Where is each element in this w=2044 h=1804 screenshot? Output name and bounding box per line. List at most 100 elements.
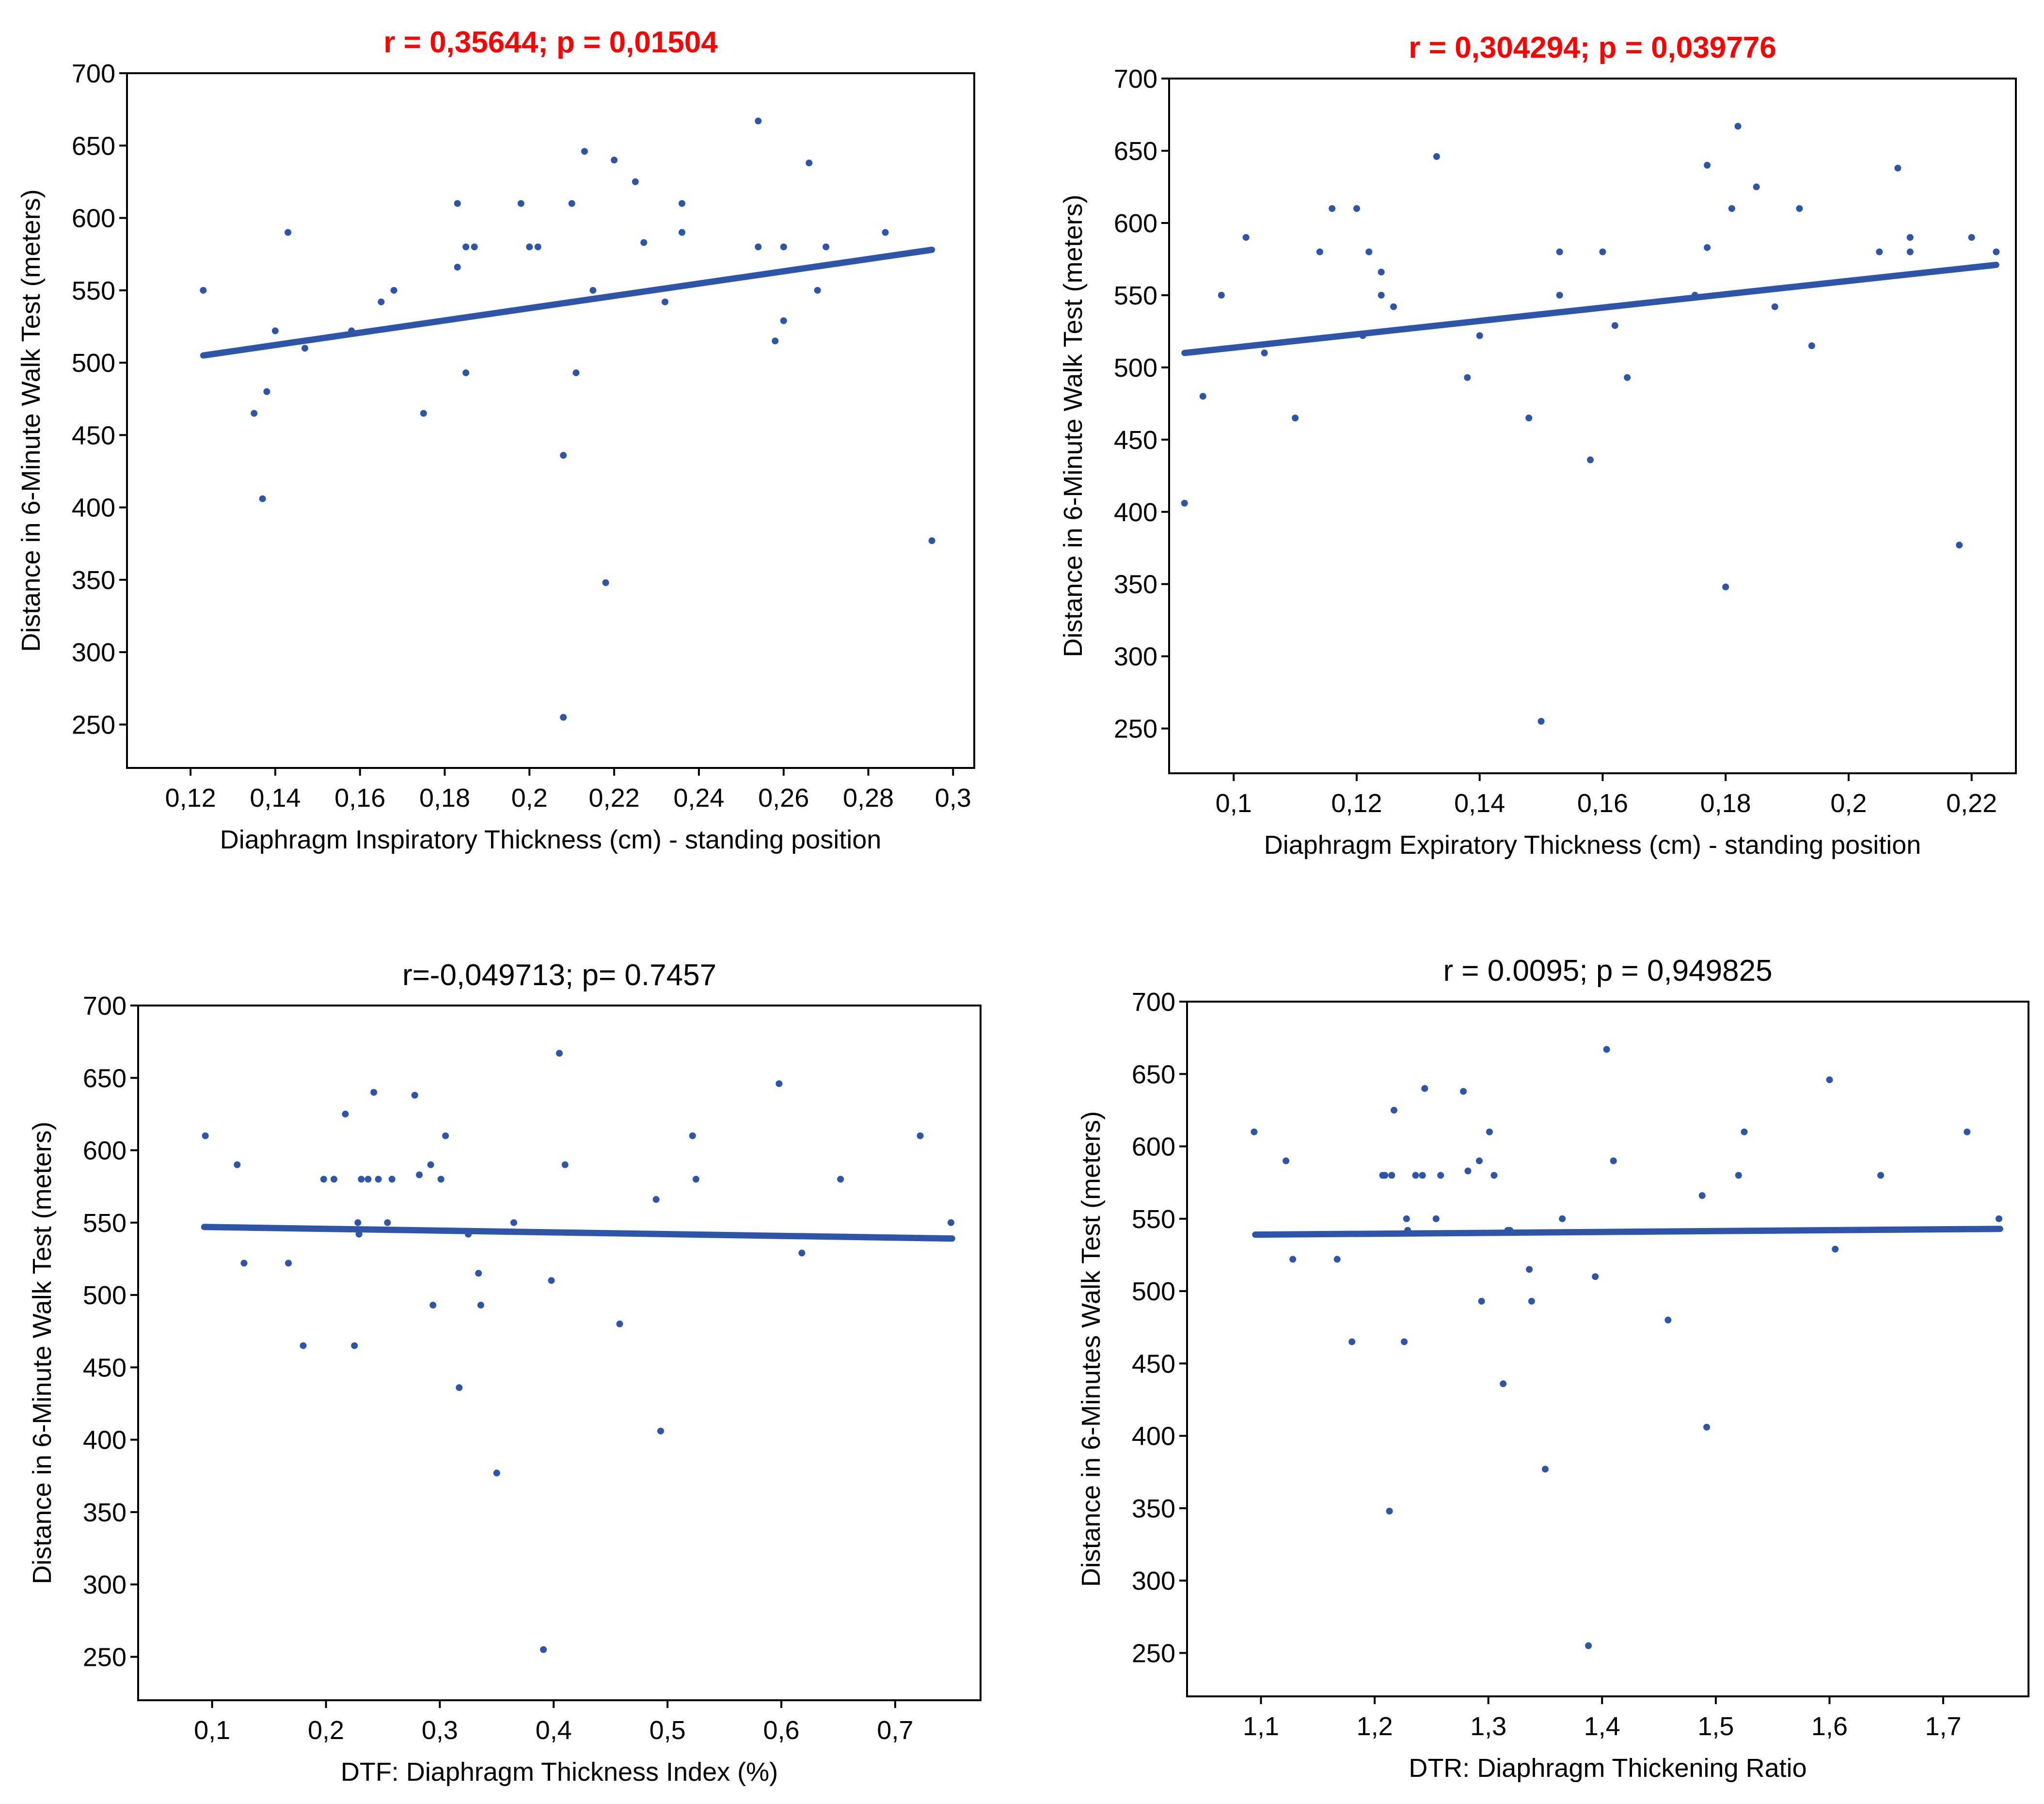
data-point <box>442 1132 449 1139</box>
data-point <box>1261 350 1268 357</box>
x-tick-label: 0,14 <box>1454 789 1505 818</box>
data-point <box>1537 718 1545 725</box>
y-tick-label: 350 <box>72 566 115 595</box>
y-tick-label: 450 <box>1132 1349 1175 1378</box>
data-point <box>1624 374 1631 381</box>
data-point <box>1460 1088 1467 1095</box>
y-axis-label: Distance in 6-Minute Walk Test (meters) <box>16 189 46 652</box>
y-tick-label: 300 <box>1114 642 1157 671</box>
data-point <box>1559 1215 1566 1222</box>
x-tick-label: 1,7 <box>1925 1712 1962 1741</box>
data-point <box>320 1176 327 1183</box>
x-tick-label: 0,18 <box>1700 789 1751 818</box>
data-point <box>200 287 207 294</box>
data-point <box>462 243 470 251</box>
y-tick-label: 600 <box>1114 209 1157 238</box>
data-point <box>1464 1167 1472 1175</box>
y-tick-label: 500 <box>1114 353 1157 383</box>
data-point <box>475 1270 482 1277</box>
data-point <box>1993 248 2000 255</box>
data-point <box>378 298 385 305</box>
data-point <box>1826 1076 1833 1084</box>
x-tick-label: 0,16 <box>334 783 385 813</box>
data-point <box>1419 1172 1426 1179</box>
data-point <box>772 337 779 345</box>
data-point <box>1390 303 1397 310</box>
x-tick-label: 0,22 <box>589 783 640 813</box>
data-point <box>1403 1215 1410 1222</box>
y-tick-label: 450 <box>83 1353 127 1382</box>
x-tick-label: 0,4 <box>536 1716 572 1745</box>
data-point <box>1333 1256 1341 1263</box>
data-point <box>1832 1245 1839 1253</box>
x-tick-label: 0,2 <box>1830 789 1867 818</box>
data-point <box>411 1092 418 1099</box>
data-point <box>454 200 461 207</box>
data-point <box>285 1260 292 1267</box>
data-point <box>1437 1172 1444 1179</box>
data-point <box>1704 244 1711 251</box>
data-point <box>602 579 609 586</box>
x-tick-label: 0,26 <box>758 783 809 813</box>
data-point <box>234 1161 241 1168</box>
data-point <box>420 410 427 417</box>
data-point <box>300 1342 307 1349</box>
data-point <box>755 117 762 125</box>
data-point <box>1478 1297 1485 1305</box>
y-tick-label: 650 <box>83 1064 127 1093</box>
x-tick-label: 0,28 <box>843 783 894 813</box>
data-point <box>1956 542 1963 549</box>
data-point <box>1603 1046 1610 1053</box>
data-point <box>1906 248 1914 255</box>
data-point <box>1486 1128 1493 1135</box>
data-point <box>1329 205 1336 212</box>
data-point <box>510 1219 518 1226</box>
data-point <box>678 200 685 207</box>
x-tick-label: 0,1 <box>1216 789 1252 818</box>
data-point <box>1894 164 1901 172</box>
data-point <box>556 1050 563 1057</box>
y-tick-label: 550 <box>1114 281 1157 310</box>
data-point <box>1353 205 1360 212</box>
data-point <box>755 243 762 251</box>
data-point <box>1316 248 1323 255</box>
data-point <box>354 1219 362 1226</box>
data-point <box>1386 1507 1393 1515</box>
data-point <box>1401 1338 1408 1345</box>
data-point <box>1525 415 1533 422</box>
y-axis-label: Distance in 6-Minute Walk Test (meters) <box>28 1121 57 1584</box>
data-point <box>1283 1157 1290 1165</box>
data-point <box>416 1171 423 1179</box>
data-point <box>534 243 541 251</box>
x-tick-label: 1,2 <box>1357 1712 1393 1741</box>
data-point <box>1541 1466 1549 1473</box>
data-point <box>1412 1172 1419 1179</box>
y-tick-label: 400 <box>83 1426 127 1455</box>
data-point <box>342 1110 349 1118</box>
regression-line <box>200 246 935 359</box>
data-point <box>1464 374 1471 381</box>
data-point <box>1292 415 1299 422</box>
data-point <box>1877 1172 1885 1179</box>
data-point <box>581 148 588 155</box>
data-point <box>806 160 813 167</box>
data-point <box>657 1427 665 1435</box>
x-tick-label: 0,12 <box>1331 789 1382 818</box>
data-point <box>1289 1256 1297 1263</box>
x-axis-label: Diaphragm Expiratory Thickness (cm) - st… <box>1264 830 1921 860</box>
y-tick-label: 250 <box>1114 715 1157 744</box>
data-point <box>1476 332 1483 339</box>
data-point <box>1359 332 1366 339</box>
y-tick-label: 550 <box>1132 1205 1175 1234</box>
data-point <box>348 327 355 335</box>
data-point <box>1592 1273 1599 1280</box>
y-tick-label: 250 <box>83 1643 127 1672</box>
data-point <box>837 1176 844 1183</box>
data-point <box>1968 234 1975 241</box>
x-axis-label: Diaphragm Inspiratory Thickness (cm) - s… <box>220 825 882 854</box>
y-tick-label: 400 <box>1132 1422 1175 1451</box>
y-tick-label: 500 <box>72 349 115 378</box>
data-point <box>384 1219 391 1226</box>
y-tick-label: 450 <box>1114 426 1157 455</box>
y-axis-label: Distance in 6-Minutes Walk Test (meters) <box>1077 1111 1106 1587</box>
